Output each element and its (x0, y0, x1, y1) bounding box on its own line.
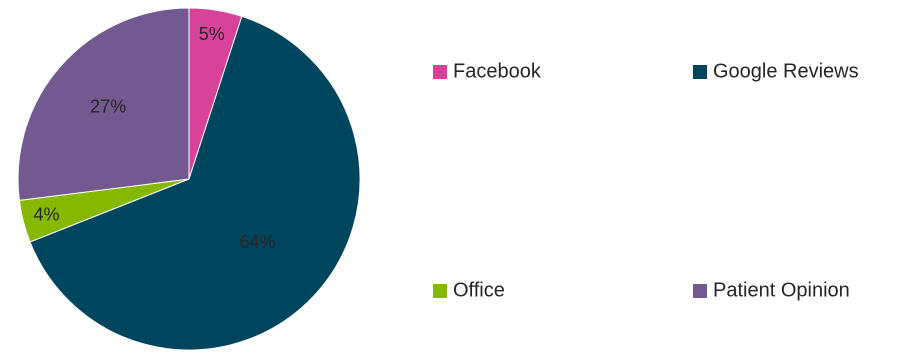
legend-swatch-office (433, 284, 447, 298)
legend-item-patient-opinion: Patient Opinion (693, 279, 850, 301)
legend-swatch-facebook (433, 65, 447, 79)
legend-item-facebook: Facebook (433, 60, 542, 82)
pie-data-labels: 5% 64% 4% 27% (34, 24, 276, 252)
legend-swatch-google-reviews (693, 65, 707, 79)
pie-slice-google-reviews (29, 15, 361, 351)
legend-label-patient-opinion: Patient Opinion (713, 279, 850, 301)
legend: Facebook Google Reviews Office Patient Opin… (433, 60, 859, 301)
data-label-google-reviews: 64% (240, 232, 276, 252)
legend-item-google-reviews: Google Reviews (693, 60, 859, 82)
legend-swatch-patient-opinion (693, 284, 707, 298)
pie-slices (17, 7, 361, 351)
legend-label-office: Office (453, 279, 505, 301)
pie-slice-patient-opinion (17, 7, 190, 201)
legend-item-office: Office (433, 279, 505, 301)
data-label-facebook: 5% (199, 24, 225, 44)
data-label-office: 4% (34, 204, 60, 224)
legend-label-facebook: Facebook (453, 60, 542, 82)
data-label-patient-opinion: 27% (90, 97, 126, 117)
legend-label-google-reviews: Google Reviews (713, 60, 859, 82)
